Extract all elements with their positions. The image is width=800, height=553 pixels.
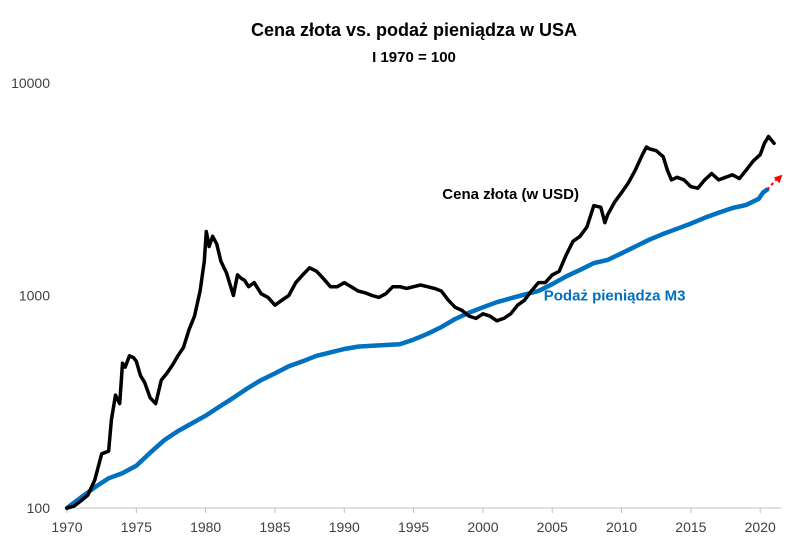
- x-tick-label: 2005: [537, 519, 568, 535]
- extrapolation-arrow-head: [773, 174, 783, 184]
- y-tick-label: 1000: [19, 288, 50, 304]
- gold-price-line: [65, 134, 776, 510]
- x-tick-label: 1985: [259, 519, 290, 535]
- x-tick-label: 2020: [745, 519, 776, 535]
- x-tick-label: 1970: [51, 519, 82, 535]
- x-axis: 1970 1975 1980 1985 1990 1995 2000 2005 2010 2015…: [51, 507, 781, 535]
- x-tick-label: 1980: [190, 519, 221, 535]
- y-tick-label: 10000: [11, 75, 50, 91]
- x-tick-label: 1975: [121, 519, 152, 535]
- annotation-layer: Cena złota (w USD) Podaż pieniądza M3: [442, 174, 783, 305]
- chart-subtitle: I 1970 = 100: [372, 49, 456, 66]
- x-tick-label: 2010: [606, 519, 637, 535]
- series-layer: [64, 134, 776, 511]
- x-tick-label: 1990: [329, 519, 360, 535]
- y-axis: 100 1000 10000: [11, 75, 50, 516]
- x-tick-label: 2000: [467, 519, 498, 535]
- x-tick-label: 1995: [398, 519, 429, 535]
- m3-money-supply-label: Podaż pieniądza M3: [544, 288, 686, 305]
- m3-money-supply-line: [64, 187, 770, 511]
- gold-price-label: Cena złota (w USD): [442, 186, 579, 203]
- chart-title: Cena złota vs. podaż pieniądza w USA: [251, 20, 577, 40]
- y-tick-label: 100: [27, 500, 51, 516]
- x-tick-label: 2015: [675, 519, 706, 535]
